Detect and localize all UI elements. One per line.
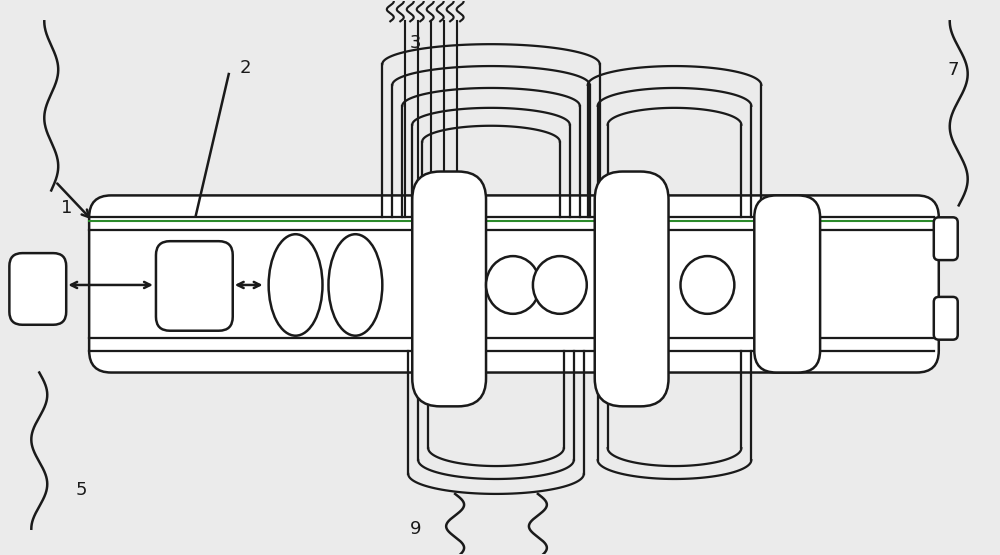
FancyBboxPatch shape [89, 195, 939, 372]
Ellipse shape [533, 256, 587, 314]
FancyBboxPatch shape [412, 171, 486, 406]
FancyBboxPatch shape [9, 253, 66, 325]
Text: 5: 5 [75, 481, 87, 499]
Ellipse shape [486, 256, 540, 314]
Ellipse shape [269, 234, 322, 336]
Text: 7: 7 [948, 62, 959, 79]
Text: 9: 9 [409, 520, 421, 538]
Ellipse shape [680, 256, 734, 314]
FancyBboxPatch shape [934, 218, 958, 260]
FancyBboxPatch shape [595, 171, 669, 406]
FancyBboxPatch shape [754, 195, 820, 372]
Text: 2: 2 [240, 59, 251, 77]
FancyBboxPatch shape [156, 241, 233, 331]
Ellipse shape [328, 234, 382, 336]
Text: 3: 3 [409, 34, 421, 52]
Text: 1: 1 [61, 199, 72, 218]
FancyBboxPatch shape [934, 297, 958, 340]
